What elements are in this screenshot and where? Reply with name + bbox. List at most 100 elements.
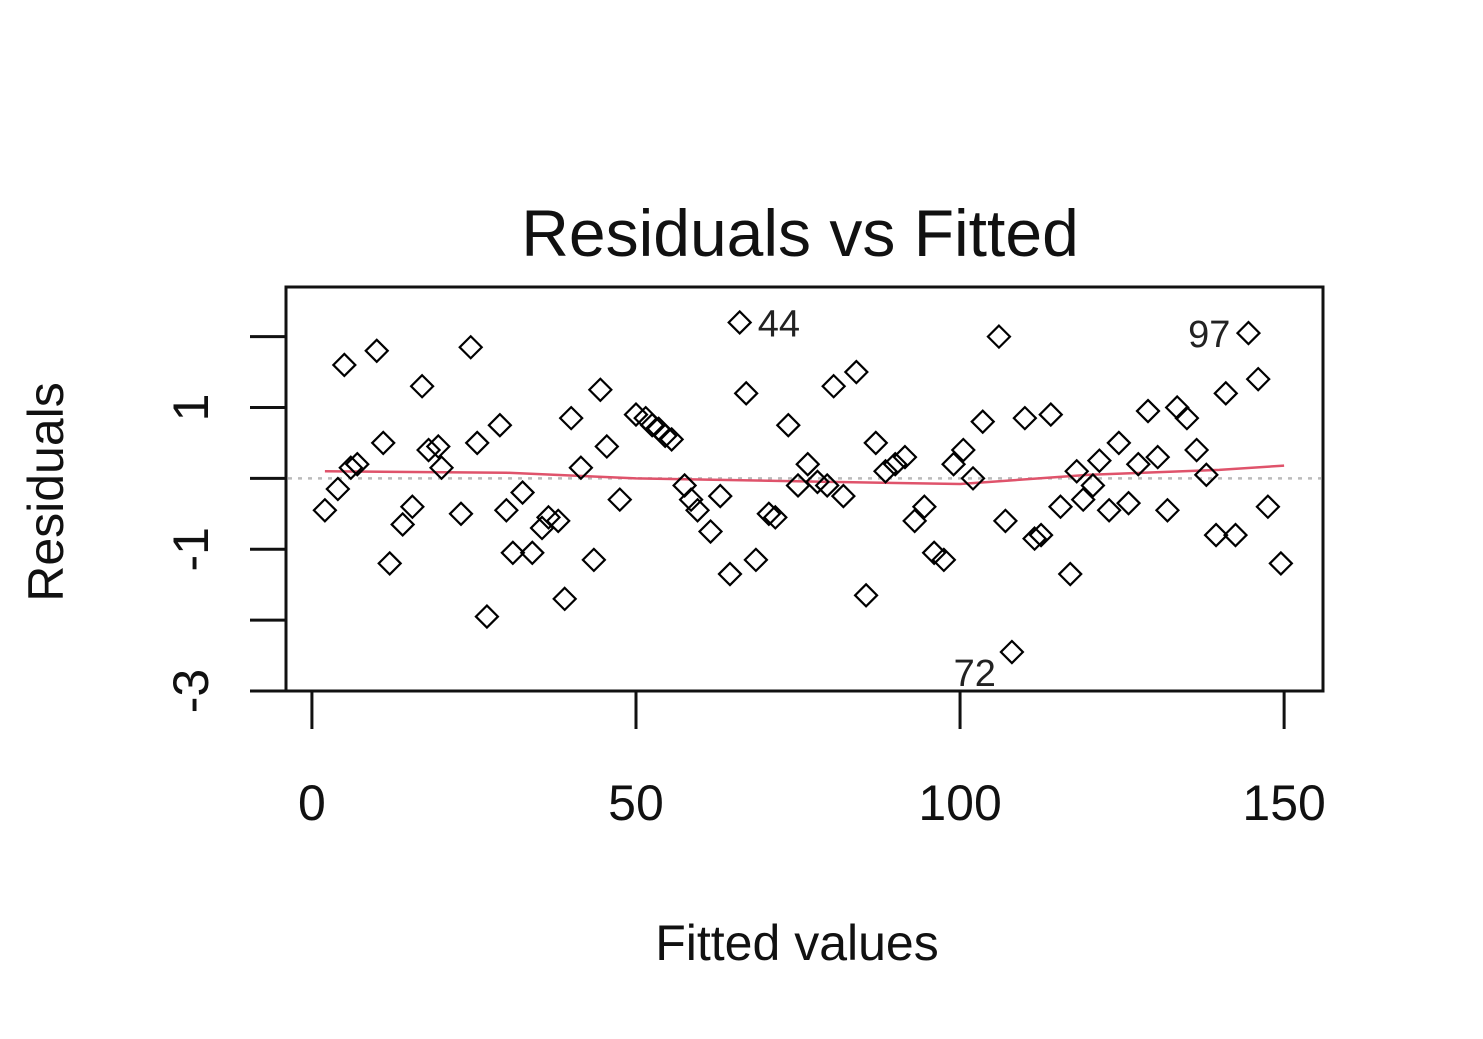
data-point <box>607 487 633 513</box>
point-id-label: 72 <box>954 653 996 695</box>
data-point <box>941 451 967 477</box>
data-point <box>639 412 665 438</box>
data-point <box>717 561 743 587</box>
data-point <box>843 359 869 385</box>
data-point <box>510 479 536 506</box>
data-point <box>743 547 769 573</box>
data-point <box>409 373 435 399</box>
data-point <box>338 455 364 481</box>
data-point <box>364 338 390 364</box>
data-point <box>1245 366 1271 392</box>
data-point <box>1028 522 1054 548</box>
data-point <box>1145 444 1171 470</box>
data-point <box>672 472 698 499</box>
data-point <box>892 444 918 470</box>
data-point <box>587 377 613 403</box>
data-point <box>678 487 704 513</box>
data-point <box>762 504 788 530</box>
data-point <box>756 501 782 527</box>
data-point <box>1184 437 1210 463</box>
data-point <box>1213 380 1239 406</box>
data-point <box>1193 462 1219 488</box>
data-point <box>1174 405 1200 431</box>
data-point <box>872 458 899 484</box>
data-point <box>428 455 455 481</box>
data-point <box>1255 494 1281 520</box>
data-point <box>863 430 889 456</box>
data-point <box>931 547 957 573</box>
smoother-line <box>324 464 1285 486</box>
data-point <box>1047 494 1074 520</box>
data-point <box>594 433 620 460</box>
data-point <box>1038 402 1064 428</box>
data-point <box>685 497 711 523</box>
data-point <box>552 586 578 612</box>
data-point <box>902 508 928 534</box>
data-point <box>727 309 753 335</box>
y-tick-label: -3 <box>163 669 219 713</box>
smoother-layer <box>324 464 1285 486</box>
y-axis-label: Residuals <box>18 382 74 602</box>
data-point <box>581 547 607 573</box>
data-point <box>474 604 500 630</box>
data-point <box>1125 451 1151 477</box>
data-point <box>950 437 976 463</box>
data-point <box>519 540 545 566</box>
data-point <box>960 465 986 491</box>
data-point <box>853 582 879 608</box>
data-point <box>882 451 908 477</box>
data-point <box>1064 458 1090 484</box>
data-point <box>1268 550 1294 576</box>
data-point <box>1203 522 1229 548</box>
data-point <box>1096 497 1122 523</box>
data-point <box>500 540 526 566</box>
data-point <box>1086 448 1112 474</box>
data-point <box>999 639 1025 665</box>
data-point <box>1235 320 1262 346</box>
data-point <box>1135 398 1161 424</box>
data-point <box>1012 405 1038 431</box>
data-point <box>464 430 490 456</box>
y-axis: -3 -1 1 <box>163 335 288 713</box>
y-tick-label: -1 <box>163 527 219 571</box>
data-point <box>921 540 947 566</box>
data-point <box>1057 561 1083 587</box>
data-point <box>390 511 416 537</box>
data-point <box>775 412 801 438</box>
data-point <box>1022 526 1048 552</box>
chart-title: Residuals vs Fitted <box>521 196 1079 270</box>
data-point <box>1116 490 1142 516</box>
data-point <box>970 409 996 435</box>
x-axis-label: Fitted values <box>655 915 938 971</box>
data-point <box>652 423 678 449</box>
data-point <box>448 501 474 527</box>
data-point <box>1070 487 1096 513</box>
data-point <box>545 508 571 534</box>
data-point <box>1164 394 1190 421</box>
data-point <box>1222 522 1249 548</box>
data-point <box>633 405 659 431</box>
data-point <box>458 334 484 360</box>
data-point <box>493 497 519 523</box>
points-layer <box>312 309 1294 665</box>
data-point <box>487 412 513 438</box>
data-point <box>1080 472 1106 499</box>
y-tick-label: 1 <box>163 394 219 422</box>
data-point <box>344 451 370 477</box>
data-point <box>821 373 847 399</box>
x-tick-label: 100 <box>918 775 1001 831</box>
data-point <box>425 433 451 460</box>
data-point <box>377 550 403 576</box>
data-point <box>795 451 821 477</box>
point-labels-layer: 44 97 72 <box>758 303 1231 695</box>
data-point <box>325 476 351 502</box>
data-point <box>370 430 396 456</box>
data-point <box>416 437 442 463</box>
data-point <box>331 352 357 378</box>
data-point <box>1106 430 1132 456</box>
data-point <box>1154 497 1181 523</box>
data-point <box>911 494 937 520</box>
point-id-label: 97 <box>1188 314 1230 356</box>
